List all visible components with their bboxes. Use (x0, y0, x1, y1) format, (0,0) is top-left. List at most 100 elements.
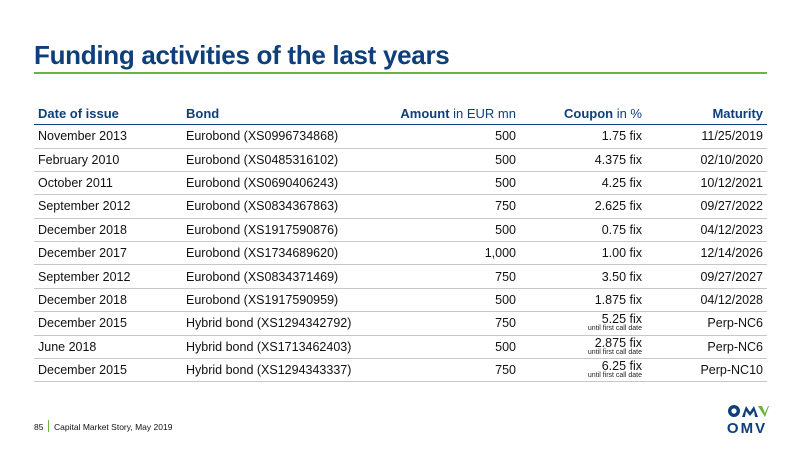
table-row: December 2015 Hybrid bond (XS1294343337) 7… (34, 358, 767, 383)
cell-amount: 500 (360, 171, 520, 196)
cell-coupon: 1.00 fix (520, 241, 646, 266)
table-body: November 2013 Eurobond (XS0996734868) 500 1… (34, 124, 767, 383)
coupon-value: 3.50 fix (601, 269, 642, 284)
cell-coupon: 1.875 fix (520, 288, 646, 313)
cell-date: November 2013 (34, 124, 182, 149)
omv-logo-mark-icon (728, 405, 769, 417)
header-coupon: Coupon in % (520, 103, 646, 125)
cell-bond: Eurobond (XS1734689620) (182, 241, 360, 266)
cell-bond: Eurobond (XS0996734868) (182, 124, 360, 149)
omv-logo-text: OMV (726, 420, 768, 437)
cell-bond: Hybrid bond (XS1713462403) (182, 335, 360, 360)
cell-amount: 500 (360, 288, 520, 313)
cell-amount: 500 (360, 148, 520, 172)
cell-amount: 750 (360, 358, 520, 383)
table-row: December 2018 Eurobond (XS1917590876) 500 0… (34, 218, 767, 243)
cell-maturity: 09/27/2027 (646, 264, 767, 289)
table-row: December 2017 Eurobond (XS1734689620) 1,00… (34, 241, 767, 266)
cell-coupon: 5.25 fix until first call date (520, 311, 646, 336)
coupon-note: until first call date (587, 372, 642, 380)
cell-bond: Eurobond (XS1917590959) (182, 288, 360, 313)
header-coupon-unit: in % (613, 105, 642, 121)
cell-amount: 500 (360, 335, 520, 360)
cell-date: September 2012 (34, 264, 182, 289)
coupon-value: 4.375 fix (594, 152, 642, 167)
header-coupon-label: Coupon (564, 105, 614, 121)
header-bond: Bond (182, 103, 360, 125)
cell-bond: Hybrid bond (XS1294343337) (182, 358, 360, 383)
cell-bond: Hybrid bond (XS1294342792) (182, 311, 360, 336)
table-row: October 2011 Eurobond (XS0690406243) 500 4.… (34, 171, 767, 196)
cell-amount: 750 (360, 311, 520, 336)
coupon-note: until first call date (587, 325, 642, 333)
omv-logo: OMV (725, 403, 769, 439)
footer-divider (48, 420, 49, 432)
cell-maturity: 10/12/2021 (646, 171, 767, 196)
page-number: 85 (34, 422, 44, 432)
coupon-value: 2.875 fix (594, 335, 642, 350)
coupon-value: 1.75 fix (601, 129, 642, 143)
cell-date: December 2015 (34, 358, 182, 383)
cell-amount: 500 (360, 218, 520, 243)
cell-maturity: 02/10/2020 (646, 148, 767, 172)
coupon-value: 1.00 fix (601, 246, 642, 261)
table-row: November 2013 Eurobond (XS0996734868) 500 1… (34, 124, 767, 149)
coupon-note: until first call date (587, 348, 642, 356)
cell-date: December 2018 (34, 218, 182, 243)
cell-coupon: 1.75 fix (520, 124, 646, 149)
table-row: December 2018 Eurobond (XS1917590959) 500 1… (34, 288, 767, 313)
title-underline (34, 72, 767, 74)
cell-date: December 2018 (34, 288, 182, 313)
cell-maturity: 04/12/2023 (646, 218, 767, 243)
cell-coupon: 4.375 fix (520, 148, 646, 172)
cell-maturity: 12/14/2026 (646, 241, 767, 266)
cell-amount: 1,000 (360, 241, 520, 266)
cell-date: June 2018 (34, 335, 182, 360)
table-header: Date of issue Bond Amount in EUR mn Coup… (34, 103, 767, 125)
table-row: December 2015 Hybrid bond (XS1294342792) 7… (34, 311, 767, 336)
cell-maturity: 04/12/2028 (646, 288, 767, 313)
coupon-value: 1.875 fix (594, 293, 642, 308)
cell-bond: Eurobond (XS0834367863) (182, 194, 360, 219)
cell-maturity: 09/27/2022 (646, 194, 767, 219)
coupon-value: 5.25 fix (601, 312, 642, 327)
header-amount-unit: in EUR mn (449, 105, 516, 121)
cell-maturity: 11/25/2019 (646, 124, 767, 149)
cell-coupon: 2.625 fix (520, 194, 646, 219)
cell-date: October 2011 (34, 171, 182, 196)
table-row: September 2012 Eurobond (XS0834371469) 750… (34, 264, 767, 289)
header-amount: Amount in EUR mn (360, 103, 520, 125)
table-row: June 2018 Hybrid bond (XS1713462403) 500 2.… (34, 335, 767, 360)
cell-coupon: 0.75 fix (520, 218, 646, 243)
page-title: Funding activities of the last years (34, 40, 450, 70)
cell-maturity: Perp-NC6 (646, 335, 767, 360)
funding-table: Date of issue Bond Amount in EUR mn Coup… (34, 103, 767, 383)
table-row: February 2010 Eurobond (XS0485316102) 500 4… (34, 148, 767, 172)
cell-bond: Eurobond (XS1917590876) (182, 218, 360, 243)
cell-amount: 500 (360, 124, 520, 149)
cell-bond: Eurobond (XS0690406243) (182, 171, 360, 196)
cell-coupon: 2.875 fix until first call date (520, 335, 646, 360)
cell-date: December 2015 (34, 311, 182, 336)
header-row: Date of issue Bond Amount in EUR mn Coup… (34, 103, 767, 125)
coupon-value: 0.75 fix (601, 222, 642, 237)
cell-amount: 750 (360, 194, 520, 219)
footer-text: Capital Market Story, May 2019 (54, 422, 173, 432)
header-amount-label: Amount (400, 105, 450, 121)
cell-coupon: 6.25 fix until first call date (520, 358, 646, 383)
cell-maturity: Perp-NC10 (646, 358, 767, 383)
coupon-value: 2.625 fix (594, 199, 642, 214)
coupon-value: 4.25 fix (601, 176, 642, 191)
header-date: Date of issue (34, 103, 182, 125)
header-maturity: Maturity (646, 103, 767, 125)
cell-coupon: 3.50 fix (520, 264, 646, 289)
cell-date: September 2012 (34, 194, 182, 219)
cell-bond: Eurobond (XS0485316102) (182, 148, 360, 172)
cell-date: December 2017 (34, 241, 182, 266)
cell-date: February 2010 (34, 148, 182, 172)
cell-coupon: 4.25 fix (520, 171, 646, 196)
cell-amount: 750 (360, 264, 520, 289)
coupon-value: 6.25 fix (601, 359, 642, 374)
cell-bond: Eurobond (XS0834371469) (182, 264, 360, 289)
table-row: September 2012 Eurobond (XS0834367863) 750… (34, 194, 767, 219)
